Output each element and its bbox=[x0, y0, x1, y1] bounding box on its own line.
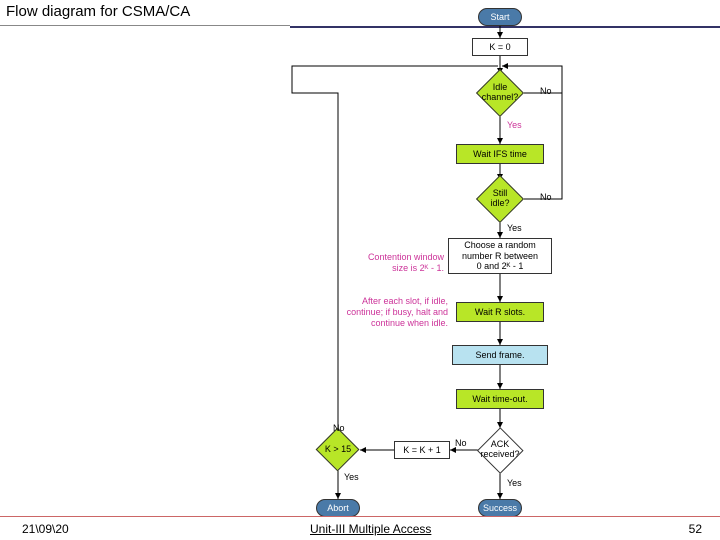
annot-after-each-slot: After each slot, if idle,continue; if bu… bbox=[330, 296, 448, 328]
flowchart: Start K = 0 Idlechannel? Wait IFS time S… bbox=[0, 0, 720, 540]
node-abort: Abort bbox=[316, 499, 360, 517]
node-wait-timeout: Wait time-out. bbox=[456, 389, 544, 409]
node-start: Start bbox=[478, 8, 522, 26]
node-k-plus-1: K = K + 1 bbox=[394, 441, 450, 459]
node-choose-r: Choose a randomnumber R between0 and 2ᴷ … bbox=[448, 238, 552, 274]
node-k-gt-15 bbox=[316, 428, 360, 472]
node-idle-channel bbox=[476, 69, 524, 117]
node-ack-received bbox=[477, 427, 523, 473]
node-k-equals-0: K = 0 bbox=[472, 38, 528, 56]
label-kgt15-yes: Yes bbox=[344, 472, 359, 482]
footer-date: 21\09\20 bbox=[22, 522, 69, 536]
node-send-frame: Send frame. bbox=[452, 345, 548, 365]
node-wait-r-slots: Wait R slots. bbox=[456, 302, 544, 322]
label-idle-no: No bbox=[540, 86, 552, 96]
label-ack-yes: Yes bbox=[507, 478, 522, 488]
node-success: Success bbox=[478, 499, 522, 517]
label-idle-yes: Yes bbox=[507, 120, 522, 130]
label-ack-no: No bbox=[455, 438, 467, 448]
node-wait-ifs: Wait IFS time bbox=[456, 144, 544, 164]
node-still-idle bbox=[476, 175, 524, 223]
label-stillidle-no: No bbox=[540, 192, 552, 202]
label-kgt15-no: No bbox=[333, 423, 345, 433]
footer-unit: Unit-III Multiple Access bbox=[310, 522, 431, 536]
slide-footer: 21\09\20 Unit-III Multiple Access 52 bbox=[0, 516, 720, 540]
label-stillidle-yes: Yes bbox=[507, 223, 522, 233]
footer-page-number: 52 bbox=[689, 522, 702, 536]
annot-contention-window: Contention windowsize is 2ᴷ - 1. bbox=[348, 252, 444, 274]
